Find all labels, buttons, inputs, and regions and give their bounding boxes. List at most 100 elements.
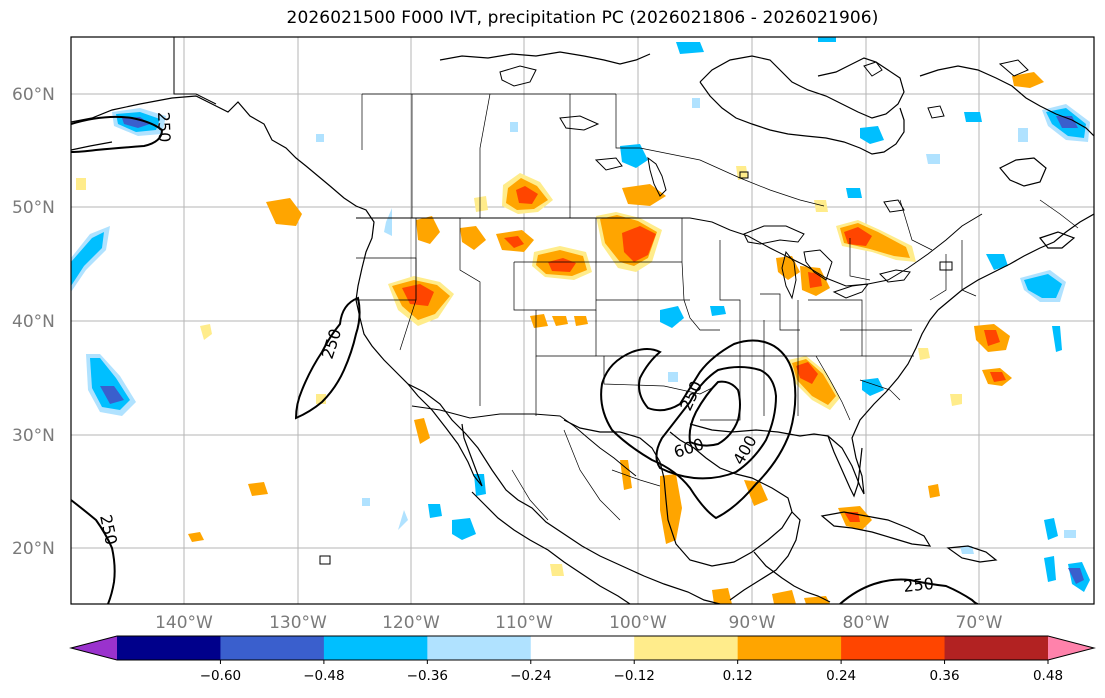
lake-superior	[743, 225, 805, 245]
ivt-contour-250-central	[600, 339, 797, 520]
precip-patch	[574, 316, 588, 326]
coastline-cuba	[820, 511, 932, 547]
coastline-gulfcoast	[689, 309, 939, 495]
longitude-labels: 140°W 130°W 120°W 110°W 100°W 90°W 80°W …	[155, 613, 1003, 633]
lakes-islands	[319, 59, 1029, 565]
colorbar-tick-label: −0.60	[200, 668, 241, 684]
ivt-contour-600	[688, 380, 741, 447]
lon-label: 120°W	[382, 613, 440, 633]
great-bear-lake	[499, 65, 537, 87]
boundary	[929, 254, 947, 301]
precip-patch	[692, 98, 700, 108]
boundary	[760, 293, 800, 331]
precip-patch	[960, 546, 974, 554]
colorbar-segment	[117, 636, 221, 660]
coastline-labrador	[919, 65, 1094, 137]
precip-patch	[986, 254, 1008, 270]
colorbar-tick-label: 0.36	[930, 668, 960, 684]
precip-patch	[846, 188, 862, 198]
lon-label: 140°W	[155, 613, 213, 633]
ivt-contours	[71, 115, 979, 604]
great-slave-lake	[559, 115, 600, 131]
precip-patch	[516, 186, 538, 204]
coastline-florida	[827, 435, 863, 498]
precip-patch	[552, 316, 568, 326]
lake-athabasca	[594, 157, 623, 171]
precip-patch	[188, 532, 204, 542]
precip-patch	[362, 498, 370, 506]
ivt-label: 250	[902, 574, 934, 596]
precip-patch	[76, 178, 86, 190]
coastline-arctic	[439, 51, 651, 65]
precip-patch	[622, 184, 666, 206]
lat-label: 60°N	[12, 85, 55, 105]
precip-patch	[928, 484, 940, 498]
boundary	[1039, 199, 1079, 229]
colorbar-extend-high	[1048, 636, 1094, 660]
island	[863, 61, 883, 77]
colorbar-segment	[841, 636, 946, 660]
coastline-hudson	[699, 55, 905, 119]
precip-patch	[990, 372, 1006, 382]
colorbar-tick-label: −0.12	[614, 668, 655, 684]
lake-michigan	[781, 250, 797, 300]
coastline-hispaniola	[946, 545, 998, 563]
precip-patch	[428, 504, 442, 518]
boundary	[700, 346, 741, 421]
lon-label: 110°W	[495, 613, 553, 633]
lon-label: 70°W	[956, 613, 1003, 633]
precip-patch	[1068, 568, 1084, 584]
precip-patch	[772, 590, 796, 604]
precip-patch	[660, 306, 684, 328]
coastline-alaska-south	[71, 141, 113, 151]
precip-patch	[384, 208, 392, 236]
precip-patch	[860, 126, 884, 144]
boundary	[595, 218, 682, 263]
boundary	[615, 94, 825, 207]
lat-label: 40°N	[12, 312, 55, 332]
precip-patch	[248, 482, 268, 496]
boundary	[681, 218, 720, 331]
precipitation-anomaly-patches	[71, 37, 1090, 604]
colorbar-segment	[944, 636, 1049, 660]
coastline-nova-scotia	[1038, 231, 1076, 249]
colorbar-tick-label: −0.36	[407, 668, 448, 684]
precip-patch	[712, 588, 732, 604]
boundary	[899, 199, 933, 251]
ivt-contour-250-caribbean	[839, 578, 979, 604]
precip-patch	[918, 348, 930, 360]
ivt-contour-250-southwest	[71, 499, 116, 604]
lake-huron	[803, 249, 833, 281]
coastline-northeast	[937, 213, 1094, 311]
precip-patch	[1064, 530, 1076, 538]
precip-patch	[416, 216, 440, 244]
colorbar-segment	[427, 636, 532, 660]
precip-patch	[200, 324, 212, 340]
boundary	[808, 299, 863, 330]
latitude-labels: 60°N 50°N 40°N 30°N 20°N	[12, 85, 55, 559]
lon-label: 80°W	[843, 613, 890, 633]
colorbar: −0.60 −0.48 −0.36 −0.24 −0.12 0.12 0.24 0.36 0.4…	[69, 635, 1096, 684]
precip-patch	[548, 258, 576, 272]
precip-patch	[804, 596, 830, 604]
precip-patch	[926, 154, 940, 164]
ivt-label: 250	[154, 111, 174, 142]
island	[883, 199, 905, 213]
coastline-southeast	[729, 511, 801, 601]
precip-patch	[710, 306, 726, 316]
island	[739, 171, 749, 179]
lat-label: 50°N	[12, 198, 55, 218]
country-borders	[173, 37, 983, 477]
precip-patch	[1018, 128, 1028, 142]
precip-patch	[398, 510, 408, 530]
graticule	[71, 37, 1094, 604]
coastline-baja	[407, 383, 483, 487]
coastline-yucatan	[753, 551, 831, 603]
precip-patch	[1056, 116, 1078, 128]
colorbar-tick-label: −0.24	[510, 668, 551, 684]
precip-patch	[622, 226, 656, 262]
coastline-newfoundland	[999, 157, 1047, 187]
island	[998, 59, 1029, 77]
boundary	[859, 379, 901, 401]
map-title: 2026021500 F000 IVT, precipitation PC (2…	[286, 8, 879, 28]
